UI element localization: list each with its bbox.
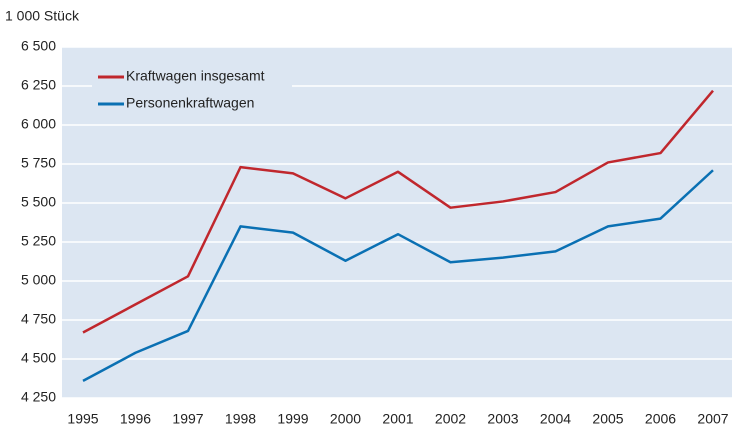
line-series bbox=[82, 89, 714, 334]
legend-label: Personenkraftwagen bbox=[126, 95, 254, 111]
y-tick-label: 4 750 bbox=[21, 311, 56, 327]
legend-background bbox=[92, 93, 292, 115]
y-axis-label: 1 000 Stück bbox=[5, 8, 80, 24]
y-tick-label: 6 500 bbox=[21, 38, 56, 54]
x-tick-label: 1995 bbox=[67, 411, 98, 427]
y-tick-label: 5 500 bbox=[21, 194, 56, 210]
x-tick-label: 2006 bbox=[645, 411, 676, 427]
y-tick-label: 6 250 bbox=[21, 77, 56, 93]
x-tick-label: 1998 bbox=[225, 411, 256, 427]
y-tick-label: 5 750 bbox=[21, 155, 56, 171]
x-tick-label: 2001 bbox=[382, 411, 413, 427]
y-tick-label: 6 000 bbox=[21, 116, 56, 132]
y-tick-label: 5 000 bbox=[21, 272, 56, 288]
x-tick-label: 2000 bbox=[330, 411, 361, 427]
x-tick-label: 2003 bbox=[487, 411, 518, 427]
legend-background bbox=[92, 66, 292, 88]
x-tick-label: 2004 bbox=[540, 411, 571, 427]
legend-label: Kraftwagen insgesamt bbox=[126, 68, 265, 84]
x-tick-label: 1997 bbox=[172, 411, 203, 427]
x-tick-label: 2007 bbox=[697, 411, 728, 427]
x-tick-label: 1999 bbox=[277, 411, 308, 427]
y-tick-label: 4 250 bbox=[21, 389, 56, 405]
x-tick-label: 1996 bbox=[120, 411, 151, 427]
y-tick-label: 4 500 bbox=[21, 350, 56, 366]
y-tick-label: 5 250 bbox=[21, 233, 56, 249]
x-tick-label: 2005 bbox=[592, 411, 623, 427]
line-series bbox=[82, 169, 714, 382]
x-tick-label: 2002 bbox=[435, 411, 466, 427]
